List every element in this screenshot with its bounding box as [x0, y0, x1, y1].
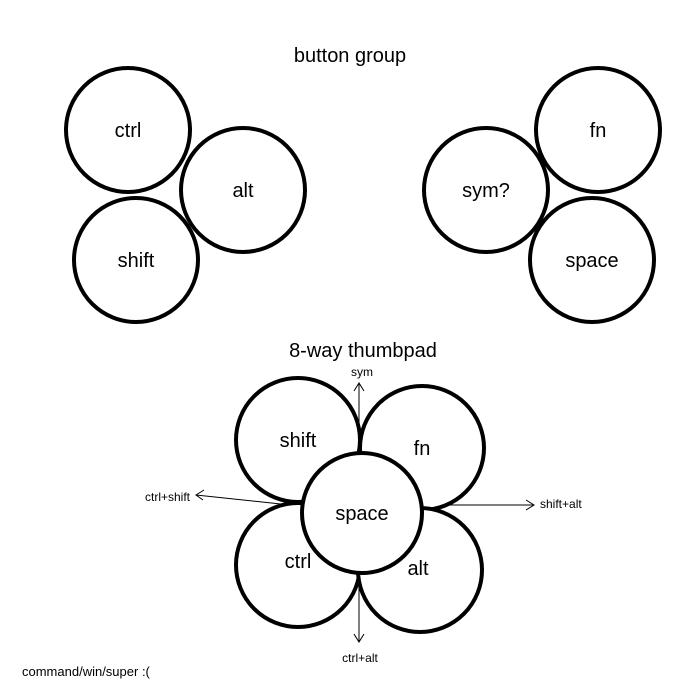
arrow-up-head — [353, 382, 365, 392]
space-button — [528, 196, 656, 324]
fn-button — [534, 66, 662, 194]
thumbpad-title: 8-way thumbpad — [289, 340, 437, 362]
arrow-right-head — [525, 499, 535, 511]
space-button-label: space — [565, 250, 618, 272]
arrow-down-head — [353, 633, 365, 643]
shift-button-label: shift — [118, 250, 155, 272]
thumbpad-ctrl-label: ctrl — [285, 551, 312, 573]
thumbpad-alt-label: alt — [407, 558, 429, 580]
alt-button — [179, 126, 307, 254]
thumbpad: shift fn ctrl alt space — [234, 376, 486, 634]
button-group-title: button group — [294, 45, 406, 67]
arrow-left — [195, 494, 291, 506]
ctrl-button-label: ctrl — [115, 120, 142, 142]
thumbpad-space-key — [300, 451, 424, 575]
footnote: command/win/super :( — [22, 664, 151, 679]
alt-button-label: alt — [232, 180, 254, 202]
thumbpad-space-label: space — [335, 503, 388, 525]
sym-button — [422, 126, 550, 254]
thumbpad-shift-label: shift — [280, 430, 317, 452]
thumbpad-fn-label: fn — [414, 438, 431, 460]
direction-down-label: ctrl+alt — [342, 651, 378, 665]
sym-button-label: sym? — [462, 180, 510, 202]
direction-up-label: sym — [351, 365, 373, 379]
direction-left-label: ctrl+shift — [145, 490, 191, 504]
arrow-left-head — [195, 489, 205, 501]
shift-button — [72, 196, 200, 324]
right-button-cluster: fn space sym? — [422, 66, 662, 324]
ctrl-button — [64, 66, 192, 194]
direction-right-label: shift+alt — [540, 497, 582, 511]
left-button-cluster: ctrl shift alt — [64, 66, 307, 324]
fn-button-label: fn — [590, 120, 607, 142]
